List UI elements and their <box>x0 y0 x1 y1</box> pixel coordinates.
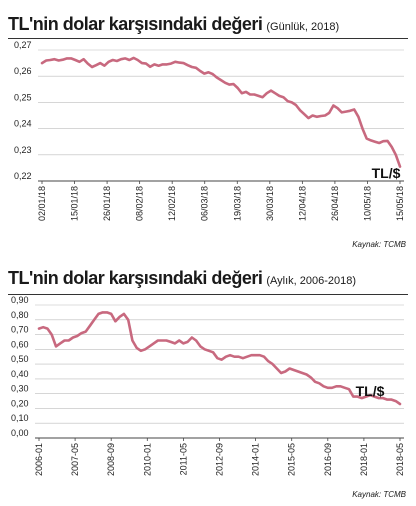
y-tick-label: 0,60 <box>11 339 29 349</box>
chart1-title-text: TL'nin dolar karşısındaki değeri <box>8 14 263 34</box>
x-tick-label: 30/03/18 <box>265 186 275 221</box>
x-tick-label: 12/04/18 <box>297 186 307 221</box>
y-tick-label: 0,24 <box>14 119 32 129</box>
chart1-subtitle: (Günlük, 2018) <box>266 21 340 33</box>
x-tick-label: 08/02/18 <box>135 186 145 221</box>
x-tick-label: 12/02/18 <box>167 186 177 221</box>
x-tick-label: 26/04/18 <box>330 186 340 221</box>
x-tick-label: 10/05/18 <box>362 186 372 221</box>
y-tick-label: 0,25 <box>14 92 32 102</box>
y-tick-label: 0,50 <box>11 354 29 364</box>
y-tick-label: 0,10 <box>11 413 29 423</box>
x-tick-label: 06/03/18 <box>200 186 210 221</box>
x-tick-label: 2018-01 <box>359 443 369 476</box>
chart1-title-rule <box>8 38 408 39</box>
unit-label: TL/$ <box>356 383 385 399</box>
x-tick-label: 2014-01 <box>251 443 261 476</box>
chart2-subtitle: (Aylık, 2006-2018) <box>266 275 357 287</box>
y-tick-label: 0,27 <box>14 40 32 50</box>
chart2-source: Kaynak: TCMB <box>352 490 406 499</box>
x-tick-label: 2016-09 <box>323 443 333 476</box>
chart1: 0,22 0,23 0,24 0,25 0,26 0,27 02/01/18 15/01/18… <box>14 40 405 221</box>
chart2-title-rule <box>8 294 408 295</box>
y-tick-label: 0,20 <box>11 398 29 408</box>
x-tick-label: 2010-01 <box>142 443 152 476</box>
series-line <box>40 56 402 168</box>
y-tick-label: 0,40 <box>11 369 29 379</box>
x-tick-label: 2011-05 <box>178 443 188 475</box>
y-tick-label: 0,80 <box>11 310 29 320</box>
x-tick-label: 02/01/18 <box>37 186 47 221</box>
x-tick-label: 2006-01 <box>34 443 44 476</box>
y-tick-label: 0,90 <box>11 295 29 305</box>
y-tick-label: 0,22 <box>14 171 32 181</box>
y-tick-label: 0,00 <box>11 428 29 438</box>
y-tick-label: 0,30 <box>11 384 29 394</box>
unit-label: TL/$ <box>372 165 401 181</box>
chart2-title-text: TL'nin dolar karşısındaki değeri <box>8 268 263 288</box>
chart1-source: Kaynak: TCMB <box>352 240 406 249</box>
x-tick-label: 2015-05 <box>287 443 297 476</box>
x-tick-label: 2007-05 <box>70 443 80 476</box>
chart2-title: TL'nin dolar karşısındaki değeri (Aylık, … <box>8 268 356 289</box>
series-line <box>37 311 402 406</box>
x-tick-label: 2018-05 <box>395 443 405 476</box>
chart1-title: TL'nin dolar karşısındaki değeri (Günlük,… <box>8 14 339 35</box>
y-tick-label: 0,23 <box>14 145 32 155</box>
x-tick-label: 15/01/18 <box>70 186 80 221</box>
x-tick-label: 15/05/18 <box>395 186 405 221</box>
y-tick-label: 0,70 <box>11 325 29 335</box>
x-tick-label: 2012-09 <box>215 443 225 476</box>
x-tick-label: 26/01/18 <box>102 186 112 221</box>
chart2: 0,00 0,10 0,20 0,30 0,40 0,50 0,60 0,70 0,80 0,90… <box>11 295 405 476</box>
x-tick-label: 2008-09 <box>106 443 116 476</box>
y-tick-label: 0,26 <box>14 66 32 76</box>
x-tick-label: 19/03/18 <box>232 186 242 221</box>
